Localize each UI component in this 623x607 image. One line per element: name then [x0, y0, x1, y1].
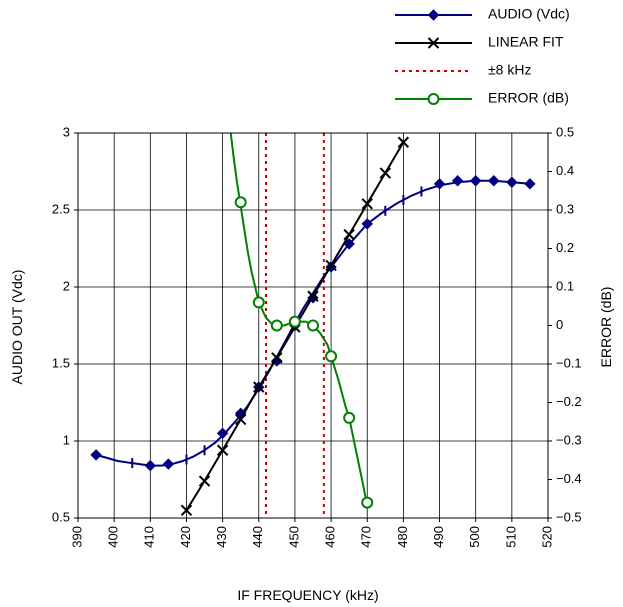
x-tick-label: 490 [431, 526, 446, 548]
x-tick-label: 450 [286, 526, 301, 548]
data-point [343, 228, 355, 241]
x-tick-label: 430 [214, 526, 229, 548]
data-point [198, 475, 211, 487]
y-left-tick-label: 0.5 [52, 509, 70, 524]
series-error-db [229, 133, 374, 509]
data-point [253, 381, 265, 393]
legend-item: ±8 kHz [395, 62, 531, 78]
y-left-tick-label: 1 [63, 432, 70, 447]
y-left-tick-label: 1.5 [52, 355, 70, 370]
x-tick-label: 480 [395, 526, 410, 548]
y-axis-right-label: ERROR (dB) [598, 287, 614, 368]
data-point [488, 175, 500, 187]
legend-marker [427, 93, 440, 105]
legend-label: ±8 kHz [488, 62, 531, 78]
x-tick-label: 460 [323, 526, 338, 548]
legend-item: AUDIO (Vdc) [395, 6, 570, 22]
x-tick-label: 390 [69, 526, 84, 548]
data-point [451, 175, 464, 187]
data-point [506, 176, 518, 188]
data-point [379, 167, 392, 179]
data-point [361, 496, 374, 509]
x-tick-label: 500 [467, 526, 482, 548]
data-point [144, 459, 157, 472]
data-point [90, 449, 102, 461]
data-point [216, 444, 229, 456]
data-point [288, 315, 301, 328]
y-right-tick-label: −0.1 [556, 355, 582, 370]
legend-marker [427, 37, 440, 49]
y-right-tick-label: −0.5 [556, 509, 582, 524]
x-tick-label: 400 [106, 526, 121, 548]
y-right-tick-label: −0.4 [556, 471, 582, 486]
y-left-tick-label: 2.5 [52, 201, 70, 216]
data-point [361, 198, 373, 210]
data-point [252, 296, 265, 309]
y-right-tick-label: 0.3 [556, 201, 574, 216]
legend-item: ERROR (dB) [395, 90, 569, 106]
data-point [216, 427, 229, 440]
series-line [95, 179, 530, 467]
x-tick-label: 410 [142, 526, 157, 548]
series-layer [90, 133, 536, 517]
y-right-tick-label: 0.5 [556, 124, 574, 139]
y-axis-left-label: AUDIO OUT (Vdc) [9, 270, 25, 385]
y-right-tick-label: 0 [556, 317, 563, 332]
legend-label: ERROR (dB) [488, 90, 569, 106]
data-point [234, 196, 247, 209]
x-tick-label: 520 [539, 526, 554, 548]
reference-lines [265, 133, 325, 518]
data-point [343, 411, 356, 424]
data-point [307, 319, 319, 332]
axis-layer: 390 400 410 420 430 440 450 460 470 480 490 500 510 5… [52, 124, 582, 547]
y-left-tick-label: 3 [63, 124, 70, 139]
y-right-tick-label: −0.2 [556, 394, 582, 409]
y-right-tick-label: 0.4 [556, 163, 574, 178]
y-right-tick-label: −0.3 [556, 432, 582, 447]
data-point [325, 350, 338, 363]
legend-label: AUDIO (Vdc) [488, 6, 570, 22]
y-left-tick-label: 2 [63, 278, 70, 293]
data-point [433, 178, 446, 190]
data-point [162, 458, 175, 470]
x-tick-label: 470 [359, 526, 374, 548]
legend-item: LINEAR FIT [395, 34, 564, 50]
data-point [270, 319, 283, 332]
y-right-tick-label: 0.1 [556, 278, 574, 293]
legend: AUDIO (Vdc) LINEAR FIT ±8 kHz ERROR (dB) [395, 6, 570, 106]
data-point [307, 290, 319, 302]
data-point [325, 259, 337, 272]
data-point [524, 178, 536, 190]
data-point [397, 136, 410, 148]
y-right-tick-label: 0.2 [556, 240, 574, 255]
legend-marker [427, 9, 440, 21]
data-point [271, 352, 283, 364]
legend-label: LINEAR FIT [488, 34, 564, 50]
x-tick-label: 510 [503, 526, 518, 548]
x-tick-label: 440 [250, 526, 265, 548]
x-tick-label: 420 [178, 526, 193, 548]
x-axis-label: IF FREQUENCY (kHz) [237, 587, 378, 603]
data-point [469, 175, 482, 187]
data-point [361, 218, 373, 230]
data-point [234, 413, 247, 426]
data-point [180, 504, 193, 517]
